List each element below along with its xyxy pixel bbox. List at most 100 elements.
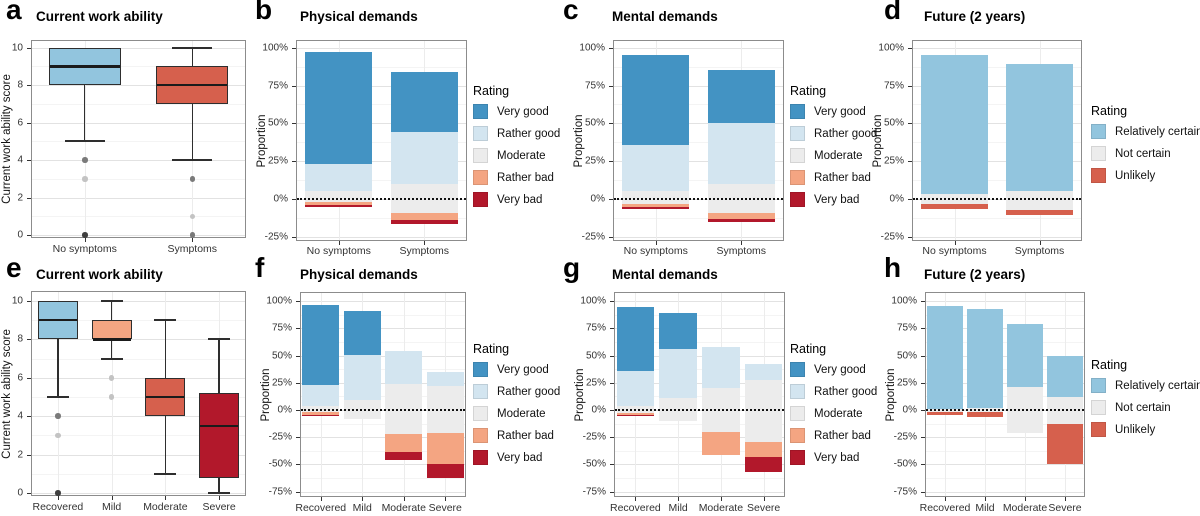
- gridline-minor: [926, 315, 1084, 316]
- gridline-major: [614, 123, 783, 124]
- bar-segment: [1047, 355, 1083, 397]
- gridline-v: [112, 292, 113, 495]
- legend-key: [790, 450, 805, 465]
- whisker-line: [218, 477, 220, 493]
- panel-letter: h: [884, 252, 902, 283]
- gridline-major: [32, 48, 245, 49]
- y-tick-mark: [610, 383, 614, 384]
- x-tick-mark: [656, 241, 657, 245]
- y-tick-label: 100%: [891, 295, 917, 307]
- y-tick-label: 0%: [889, 193, 904, 205]
- y-tick-mark: [610, 410, 614, 411]
- gridline-major: [32, 160, 245, 161]
- x-tick-mark: [721, 497, 722, 501]
- y-tick-label: 75%: [267, 80, 288, 92]
- whisker-cap: [154, 319, 177, 322]
- gridline-minor: [301, 342, 465, 343]
- legend-title: Rating: [473, 84, 510, 98]
- gridline-minor: [615, 396, 784, 397]
- y-tick-mark: [921, 301, 925, 302]
- y-tick-label: 0%: [591, 404, 606, 416]
- whisker-cap: [100, 357, 123, 360]
- whisker-line: [110, 339, 113, 359]
- bar-segment: [967, 308, 1003, 408]
- y-tick-label: 0%: [273, 193, 288, 205]
- y-tick-label: 4: [17, 154, 23, 166]
- outlier-dot: [55, 413, 61, 419]
- panel-title: Current work ability: [36, 9, 163, 24]
- gridline-minor: [301, 451, 465, 452]
- bar-segment: [967, 411, 1003, 418]
- outlier-dot: [82, 157, 88, 163]
- legend-key: [790, 406, 805, 421]
- y-tick-mark: [27, 301, 31, 302]
- gridline-minor: [926, 478, 1084, 479]
- x-tick-label: Symptoms: [716, 245, 767, 257]
- legend-label: Very bad: [497, 193, 543, 206]
- y-tick-mark: [296, 301, 300, 302]
- gridline-major: [913, 86, 1081, 87]
- y-tick-label: 0%: [590, 193, 605, 205]
- legend-key: [1091, 400, 1106, 415]
- panel-title: Physical demands: [300, 267, 418, 282]
- y-tick-label: 75%: [271, 322, 292, 334]
- gridline-major: [615, 437, 784, 438]
- legend-label: Very bad: [814, 451, 860, 464]
- gridline-minor: [913, 218, 1081, 219]
- outlier-dot: [189, 213, 195, 219]
- legend-label: Unlikely: [1115, 423, 1156, 436]
- panel-letter: b: [255, 0, 273, 25]
- y-tick-mark: [27, 416, 31, 417]
- legend-title: Rating: [790, 84, 827, 98]
- y-tick-mark: [296, 437, 300, 438]
- x-tick-label: Recovered: [919, 502, 971, 514]
- y-tick-label: -75%: [268, 486, 292, 498]
- x-tick-label: Mild: [975, 502, 995, 514]
- y-tick-label: -50%: [893, 458, 917, 470]
- y-tick-label: 25%: [585, 377, 606, 389]
- bar-segment: [927, 305, 963, 409]
- gridline-major: [615, 383, 784, 384]
- y-tick-label: -25%: [880, 231, 904, 243]
- panel-letter: d: [884, 0, 902, 25]
- y-tick-mark: [908, 86, 912, 87]
- gridline-major: [32, 339, 245, 340]
- outlier-dot: [55, 490, 61, 496]
- gridline-minor: [926, 424, 1084, 425]
- legend-key: [1091, 124, 1106, 139]
- bar-segment: [302, 414, 339, 416]
- y-tick-mark: [610, 437, 614, 438]
- gridline-major: [614, 86, 783, 87]
- gridline-major: [926, 437, 1084, 438]
- gridline-minor: [926, 369, 1084, 370]
- gridline-major: [615, 464, 784, 465]
- legend-title: Rating: [1091, 358, 1128, 372]
- legend-key: [790, 384, 805, 399]
- gridline-minor: [301, 424, 465, 425]
- legend-key: [790, 170, 805, 185]
- x-tick-label: No symptoms: [306, 245, 371, 257]
- legend-label: Rather bad: [497, 171, 554, 184]
- x-tick-label: Moderate: [1002, 502, 1048, 514]
- whisker-line: [191, 103, 193, 160]
- panel-title: Physical demands: [300, 9, 418, 24]
- y-tick-label: 0: [17, 487, 23, 499]
- y-tick-label: 75%: [883, 80, 904, 92]
- x-tick-mark: [1040, 241, 1041, 245]
- legend-key: [1091, 168, 1106, 183]
- bar-segment: [426, 432, 464, 465]
- y-tick-label: -75%: [893, 486, 917, 498]
- bar-segment: [616, 306, 655, 371]
- outlier-dot: [108, 375, 115, 381]
- whisker-cap: [172, 46, 213, 49]
- bar-segment: [1047, 424, 1083, 465]
- y-tick-mark: [921, 464, 925, 465]
- zero-line: [301, 409, 465, 411]
- legend-label: Very good: [497, 105, 549, 118]
- legend-label: Moderate: [497, 149, 546, 162]
- gridline-major: [926, 492, 1084, 493]
- gridline-minor: [32, 474, 245, 475]
- gridline-major: [297, 48, 466, 49]
- bar-segment: [343, 311, 381, 355]
- x-tick-label: Severe: [202, 501, 236, 513]
